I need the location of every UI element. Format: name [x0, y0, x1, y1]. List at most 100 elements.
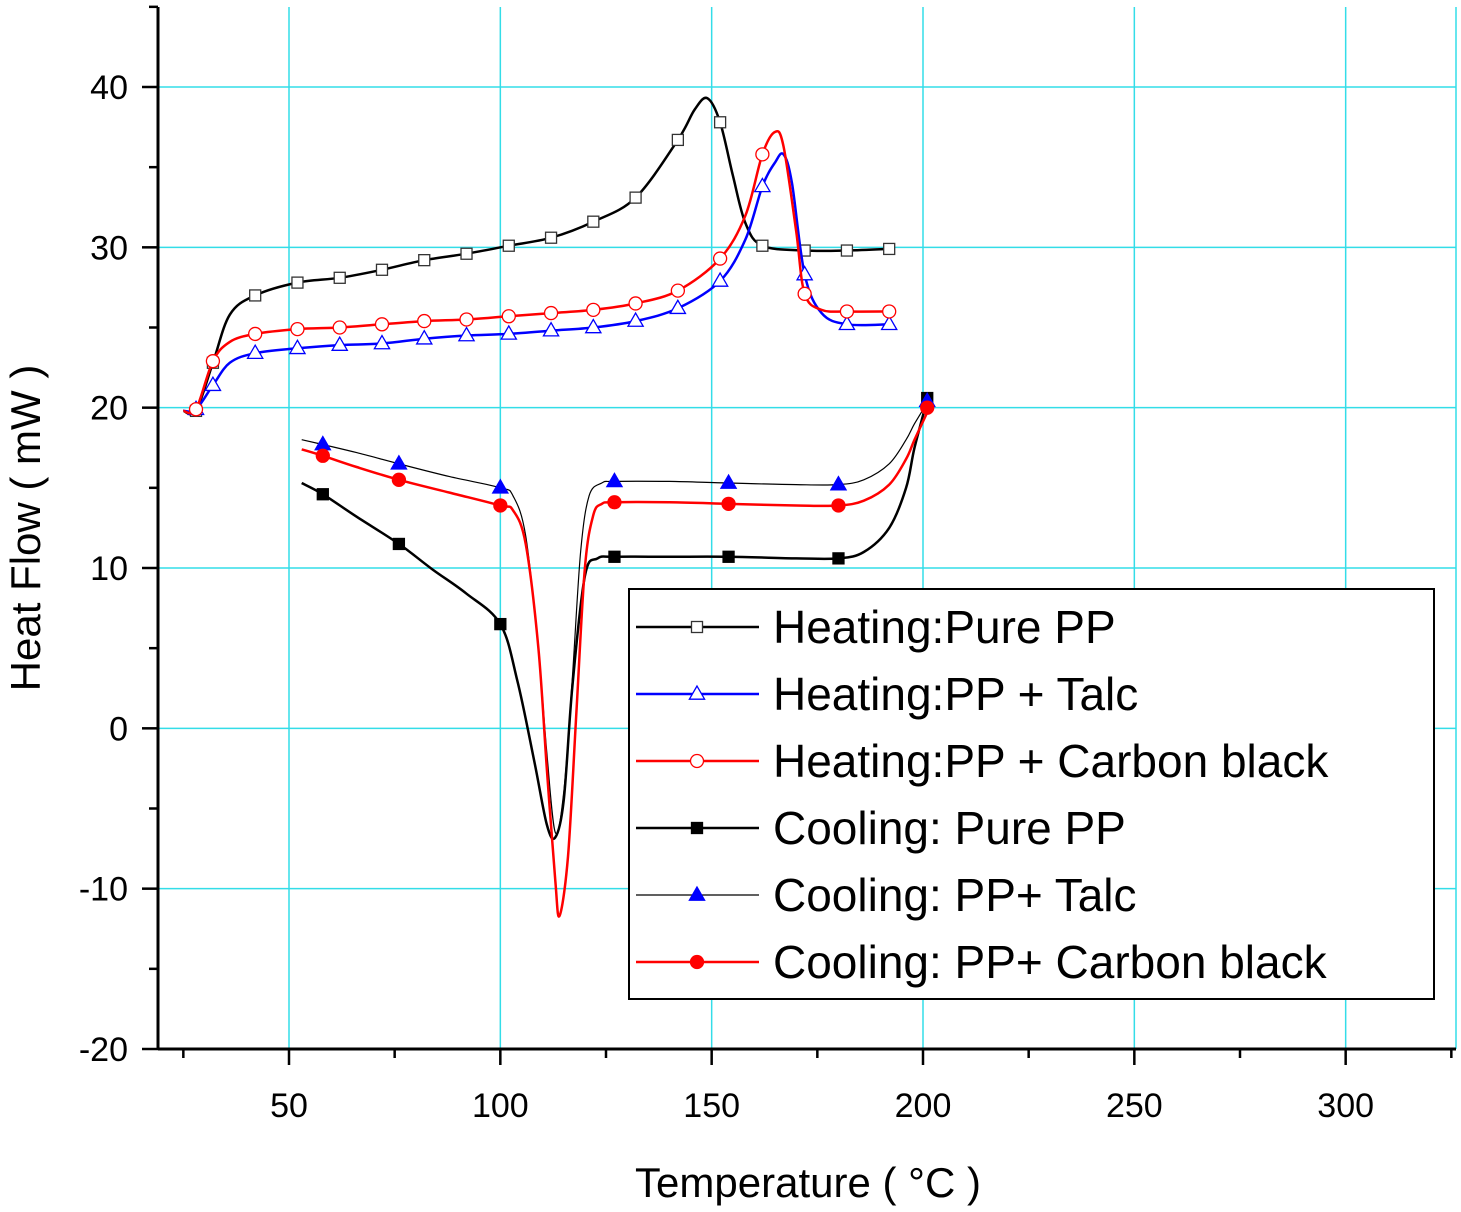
grid — [158, 7, 1457, 1049]
data-point — [491, 478, 510, 494]
data-point — [797, 286, 812, 301]
y-tick-label: 20 — [90, 390, 128, 428]
x-tick-label: 250 — [1106, 1087, 1163, 1125]
data-point — [290, 321, 305, 337]
data-point — [502, 239, 515, 252]
legend-label: Heating:PP + Talc — [773, 668, 1138, 720]
series-6 — [301, 400, 935, 918]
data-point — [829, 475, 848, 491]
data-point — [882, 304, 897, 319]
data-point — [711, 271, 729, 287]
data-point — [501, 309, 516, 324]
data-point — [838, 314, 856, 331]
data-point — [629, 191, 642, 204]
data-point — [840, 244, 854, 257]
data-point — [460, 247, 473, 260]
x-axis-title: Temperature ( °C ) — [635, 1159, 981, 1206]
series-layer — [182, 96, 936, 918]
data-point — [755, 147, 770, 162]
data-point — [493, 498, 508, 513]
data-point — [713, 116, 727, 129]
legend-label: Heating:PP + Carbon black — [773, 735, 1329, 787]
data-point — [753, 177, 772, 193]
data-point — [373, 334, 391, 350]
data-point — [459, 312, 474, 327]
legend-marker — [690, 620, 704, 634]
data-point — [494, 617, 507, 631]
data-point — [628, 296, 643, 311]
legend-marker — [688, 885, 706, 901]
data-point — [626, 311, 645, 327]
data-point — [391, 472, 407, 487]
series-5 — [301, 391, 936, 835]
series-line — [301, 402, 928, 835]
data-point — [417, 313, 432, 329]
data-point — [500, 324, 518, 340]
series-3 — [183, 130, 897, 417]
data-point — [418, 254, 431, 267]
data-point — [330, 335, 349, 351]
data-point — [587, 215, 600, 228]
x-tick-label: 300 — [1317, 1087, 1374, 1125]
legend-marker — [689, 753, 705, 769]
data-point — [721, 496, 736, 512]
legend-marker — [690, 821, 704, 835]
legend-marker — [689, 954, 705, 970]
data-point — [457, 326, 476, 342]
legend-label: Cooling: Pure PP — [773, 802, 1126, 854]
data-point — [246, 343, 264, 360]
y-axis-title: Heat Flow ( mW ) — [2, 365, 49, 692]
y-tick-label: -10 — [79, 871, 128, 909]
data-point — [756, 239, 769, 252]
legend-label: Cooling: PP+ Talc — [773, 869, 1137, 921]
data-point — [392, 537, 406, 551]
data-point — [375, 263, 389, 276]
data-point — [831, 498, 846, 513]
y-tick-label: 0 — [109, 710, 128, 748]
data-point — [719, 473, 738, 489]
data-point — [544, 231, 558, 244]
data-point — [605, 472, 624, 488]
data-point — [332, 320, 347, 335]
data-point — [832, 552, 845, 565]
y-tick-label: 40 — [90, 69, 128, 107]
data-point — [920, 400, 935, 415]
data-point — [608, 550, 621, 563]
axes: 50 100 150 200 250 300 -20 -10 0 10 20 30 40 — [79, 5, 1456, 1125]
legend-box — [628, 588, 1435, 1000]
x-tick-label: 150 — [683, 1087, 740, 1125]
data-point — [584, 318, 603, 334]
data-point — [670, 283, 686, 298]
y-tick-label: -20 — [79, 1031, 128, 1069]
x-tick-label: 200 — [895, 1087, 952, 1125]
data-point — [248, 326, 263, 342]
data-point — [671, 133, 685, 147]
data-point — [839, 304, 855, 319]
data-point — [333, 271, 346, 284]
data-point — [586, 302, 601, 318]
data-point — [415, 329, 433, 345]
data-point — [188, 402, 204, 417]
data-point — [883, 242, 896, 256]
x-tick-label: 50 — [270, 1087, 308, 1125]
x-tick-label: 100 — [472, 1087, 529, 1125]
data-point — [205, 354, 221, 369]
legend-label: Heating:Pure PP — [773, 601, 1116, 653]
data-point — [374, 317, 390, 332]
data-point — [316, 488, 329, 501]
data-point — [543, 305, 559, 321]
data-point — [607, 495, 622, 510]
y-tick-label: 10 — [90, 550, 128, 588]
series-line — [301, 411, 929, 918]
legend-marker — [688, 684, 706, 700]
data-point — [712, 251, 728, 266]
data-point — [291, 276, 304, 289]
data-point — [204, 375, 222, 392]
data-point — [288, 339, 307, 355]
data-point — [669, 298, 687, 315]
series-1 — [182, 96, 896, 418]
y-tick-label: 30 — [90, 229, 128, 267]
data-point — [315, 448, 330, 463]
data-point — [722, 550, 735, 563]
